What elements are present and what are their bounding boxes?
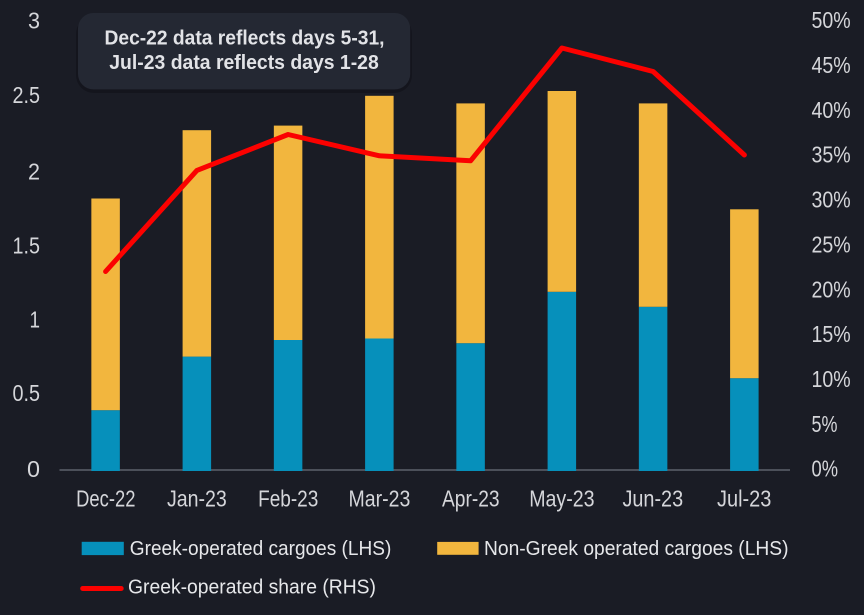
svg-text:0%: 0% — [812, 456, 839, 482]
svg-text:2: 2 — [28, 158, 40, 184]
svg-text:25%: 25% — [812, 231, 851, 257]
svg-text:45%: 45% — [812, 52, 851, 78]
svg-text:Jan-23: Jan-23 — [167, 485, 227, 511]
svg-text:30%: 30% — [812, 187, 851, 213]
svg-text:20%: 20% — [812, 276, 851, 302]
svg-text:40%: 40% — [812, 97, 851, 123]
svg-text:2.5: 2.5 — [13, 82, 41, 108]
svg-text:Greek-operated cargoes (LHS): Greek-operated cargoes (LHS) — [130, 538, 392, 560]
svg-text:Greek-operated share (RHS): Greek-operated share (RHS) — [128, 576, 376, 598]
svg-text:3: 3 — [28, 8, 40, 34]
svg-text:35%: 35% — [812, 142, 851, 168]
svg-text:Jul-23 data reflects days 1-28: Jul-23 data reflects days 1-28 — [109, 52, 379, 74]
svg-text:1.5: 1.5 — [13, 233, 41, 259]
svg-text:Jul-23: Jul-23 — [717, 485, 771, 511]
svg-text:0: 0 — [27, 456, 40, 482]
svg-text:May-23: May-23 — [529, 485, 594, 511]
svg-text:Apr-23: Apr-23 — [442, 485, 500, 511]
svg-text:Feb-23: Feb-23 — [258, 485, 318, 511]
svg-text:Non-Greek operated cargoes (LH: Non-Greek operated cargoes (LHS) — [484, 538, 789, 560]
svg-text:Mar-23: Mar-23 — [349, 485, 411, 511]
svg-text:15%: 15% — [812, 321, 851, 347]
svg-text:Jun-23: Jun-23 — [622, 485, 683, 511]
svg-text:Dec-22 data reflects days 5-31: Dec-22 data reflects days 5-31, — [105, 27, 385, 49]
svg-text:5%: 5% — [812, 411, 838, 437]
svg-text:10%: 10% — [812, 366, 851, 392]
svg-text:50%: 50% — [812, 7, 851, 33]
svg-text:Dec-22: Dec-22 — [76, 485, 135, 511]
svg-text:0.5: 0.5 — [13, 380, 41, 406]
svg-text:1: 1 — [30, 307, 41, 333]
